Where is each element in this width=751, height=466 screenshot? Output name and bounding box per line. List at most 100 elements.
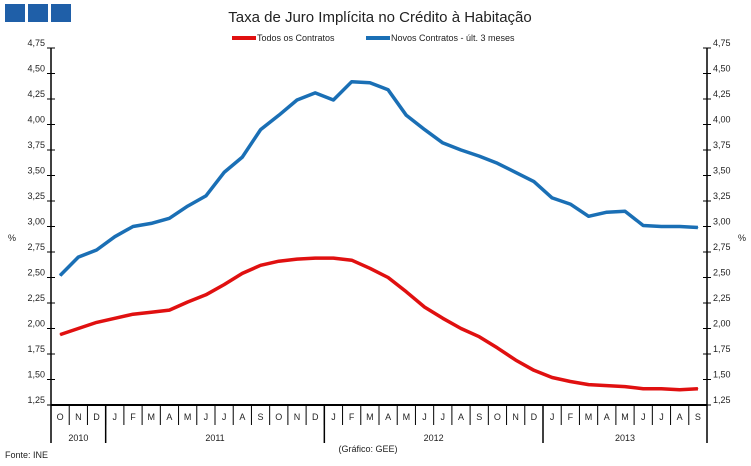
- month-label: A: [385, 412, 391, 422]
- data-point: [569, 203, 571, 205]
- y-tick-label-left: 1,25: [27, 395, 45, 405]
- y-tick-label-right: 1,25: [713, 395, 731, 405]
- data-point: [241, 156, 243, 158]
- y-tick-label-right: 3,25: [713, 191, 731, 201]
- data-point: [624, 386, 626, 388]
- data-point: [59, 274, 61, 276]
- data-point: [697, 388, 699, 390]
- month-label: M: [585, 412, 593, 422]
- month-label: M: [366, 412, 374, 422]
- y-tick-label-right: 2,00: [713, 319, 731, 329]
- chart-title: Taxa de Juro Implícita no Crédito à Habi…: [228, 9, 532, 26]
- data-point: [205, 294, 207, 296]
- data-point: [679, 226, 681, 227]
- data-point: [168, 217, 170, 219]
- y-tick-label-left: 3,75: [27, 140, 45, 150]
- data-point: [314, 257, 316, 259]
- y-tick-label-right: 4,50: [713, 64, 731, 74]
- data-point: [551, 376, 553, 378]
- month-label: J: [422, 412, 427, 422]
- data-point: [150, 311, 152, 313]
- data-point: [478, 336, 480, 338]
- data-point: [96, 249, 98, 251]
- month-label: F: [568, 412, 574, 422]
- data-point: [606, 385, 608, 387]
- data-point: [314, 92, 316, 94]
- data-point: [223, 171, 225, 173]
- month-label: S: [258, 412, 264, 422]
- data-point: [114, 236, 116, 238]
- month-label: D: [93, 412, 100, 422]
- y-tick-label-right: 2,25: [713, 293, 731, 303]
- data-point: [460, 149, 462, 151]
- y-tick-label-right: 4,00: [713, 115, 731, 125]
- y-tick-label-right: 3,50: [713, 166, 731, 176]
- data-point: [424, 129, 426, 131]
- y-tick-label-right: 4,75: [713, 38, 731, 48]
- month-label: O: [494, 412, 501, 422]
- data-point: [496, 347, 498, 349]
- data-point: [132, 226, 134, 227]
- data-point: [697, 227, 699, 229]
- data-point: [424, 306, 426, 308]
- data-point: [96, 321, 98, 323]
- y-tick-label-right: 3,00: [713, 217, 731, 227]
- y-tick-label-left: 2,75: [27, 242, 45, 252]
- y-axis-label-right: %: [738, 233, 746, 243]
- month-label: F: [349, 412, 355, 422]
- data-point: [332, 257, 334, 259]
- data-point: [77, 256, 79, 258]
- data-point: [296, 99, 298, 101]
- month-label: A: [604, 412, 610, 422]
- data-point: [624, 210, 626, 212]
- month-label: S: [476, 412, 482, 422]
- data-point: [569, 381, 571, 383]
- data-point: [478, 155, 480, 157]
- data-point: [132, 313, 134, 315]
- logo-block: [5, 4, 25, 22]
- y-tick-label-left: 2,00: [27, 319, 45, 329]
- month-label: M: [147, 412, 155, 422]
- data-point: [223, 284, 225, 286]
- data-point: [187, 205, 189, 207]
- y-tick-label-left: 4,00: [27, 115, 45, 125]
- year-label: 2011: [205, 433, 224, 443]
- data-point: [515, 171, 517, 173]
- month-label: A: [239, 412, 245, 422]
- month-label: M: [621, 412, 629, 422]
- y-tick-label-right: 2,75: [713, 242, 731, 252]
- y-axis-label-left: %: [8, 233, 16, 243]
- data-point: [187, 301, 189, 303]
- series-line: [58, 79, 698, 277]
- data-point: [241, 272, 243, 274]
- data-point: [588, 384, 590, 386]
- month-label: J: [113, 412, 118, 422]
- data-point: [496, 162, 498, 164]
- month-label: J: [222, 412, 227, 422]
- y-tick-label-left: 2,25: [27, 293, 45, 303]
- y-tick-label-left: 3,50: [27, 166, 45, 176]
- data-point: [405, 114, 407, 116]
- data-point: [515, 359, 517, 361]
- y-tick-label-right: 1,75: [713, 344, 731, 354]
- data-point: [387, 89, 389, 91]
- y-tick-label-left: 4,75: [27, 38, 45, 48]
- data-point: [296, 258, 298, 260]
- month-label: D: [312, 412, 319, 422]
- month-label: N: [512, 412, 519, 422]
- data-point: [642, 224, 644, 226]
- logo-block: [28, 4, 48, 22]
- source-note: Fonte: INE: [5, 450, 48, 460]
- month-label: M: [403, 412, 411, 422]
- data-point: [205, 195, 207, 197]
- data-point: [260, 129, 262, 131]
- data-point: [168, 309, 170, 311]
- legend-label: Novos Contratos - últ. 3 meses: [391, 33, 515, 43]
- y-tick-label-left: 3,25: [27, 191, 45, 201]
- data-point: [77, 328, 79, 329]
- y-tick-label-left: 2,50: [27, 268, 45, 278]
- month-label: J: [441, 412, 446, 422]
- month-label: A: [166, 412, 172, 422]
